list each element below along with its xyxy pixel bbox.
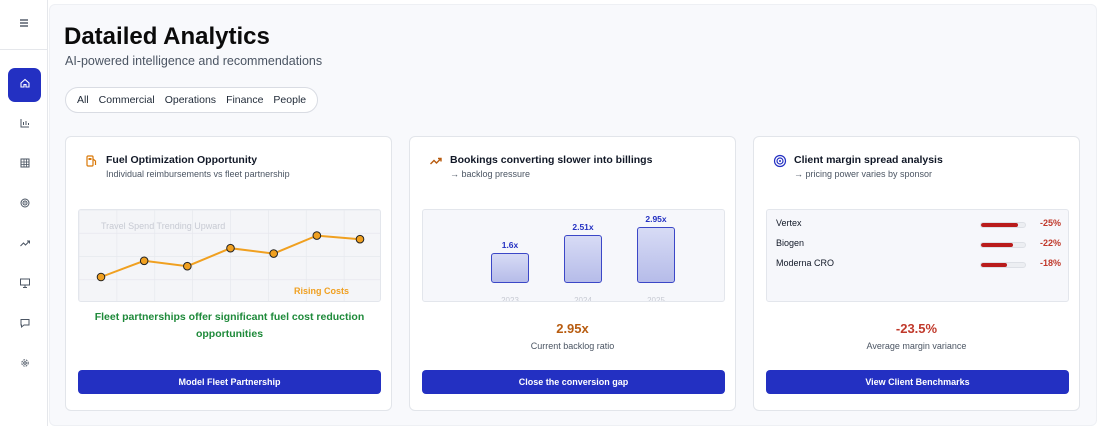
sidebar-item-home[interactable] — [8, 68, 41, 102]
bar-2024 — [564, 235, 602, 283]
backlog-bar-chart: 1.6x 2023 2.51x 2024 2.95x 2025 — [422, 209, 725, 302]
client-name: Moderna CRO — [776, 258, 835, 268]
travel-spend-chart: Travel Spend Trending Upward Rising Cost… — [78, 209, 381, 302]
settings-icon — [19, 356, 31, 374]
client-margin-card: Client margin spread analysis → pricing … — [753, 136, 1080, 411]
sidebar-header — [0, 0, 47, 50]
margin-value: -18% — [1039, 258, 1061, 268]
card-title: Fuel Optimization Opportunity — [106, 154, 258, 166]
data-point — [139, 256, 149, 266]
presentation-icon — [19, 276, 31, 294]
card-subtitle: Individual reimbursements vs fleet partn… — [106, 169, 290, 179]
card-title: Client margin spread analysis — [794, 154, 943, 166]
data-point — [355, 234, 365, 244]
rising-costs-label: Rising Costs — [294, 286, 349, 296]
backlog-ratio-label: Current backlog ratio — [530, 341, 615, 351]
filter-commercial[interactable]: Commercial — [98, 94, 155, 106]
margin-bar-fill — [981, 263, 1008, 267]
bar-year-label: 2025 — [647, 296, 665, 302]
sidebar-item-analytics[interactable] — [8, 108, 41, 142]
data-point — [269, 249, 278, 258]
filter-tabs: All Commercial Operations Finance People — [65, 87, 319, 113]
bar-chart-icon — [19, 116, 31, 134]
margin-bar-track — [980, 242, 1026, 248]
bar-value-label: 2.51x — [572, 222, 594, 233]
sidebar-item-trends[interactable] — [8, 228, 41, 262]
fuel-optimization-card: Fuel Optimization Opportunity Individual… — [65, 136, 392, 411]
backlog-ratio-value: 2.95x — [556, 321, 589, 336]
view-client-benchmarks-button[interactable]: View Client Benchmarks — [766, 370, 1069, 394]
margin-bar-track — [980, 262, 1026, 268]
margin-variance-value: -23.5% — [895, 321, 938, 336]
insight-text: Fleet partnerships offer significant fue… — [94, 311, 365, 340]
filter-finance[interactable]: Finance — [226, 94, 264, 106]
message-icon — [19, 316, 31, 334]
bar-year-label: 2023 — [501, 296, 519, 302]
chart-title: Travel Spend Trending Upward — [101, 221, 225, 231]
client-row-vertex: Vertex -25% — [776, 218, 1061, 232]
bar-value-label: 2.95x — [645, 214, 667, 224]
close-conversion-gap-button[interactable]: Close the conversion gap — [422, 370, 725, 394]
client-name: Biogen — [776, 238, 805, 248]
sidebar — [0, 0, 48, 426]
data-point — [312, 231, 322, 240]
filter-all[interactable]: All — [77, 94, 89, 106]
bar-2025 — [637, 227, 675, 283]
sidebar-item-target[interactable] — [8, 188, 41, 222]
model-fleet-partnership-button[interactable]: Model Fleet Partnership — [78, 370, 381, 394]
sidebar-item-settings[interactable] — [8, 348, 41, 382]
bar-2023 — [491, 252, 529, 283]
sidebar-item-messages[interactable] — [8, 308, 41, 342]
target-icon — [19, 196, 31, 214]
grid-icon — [19, 156, 31, 174]
client-margin-list: Vertex -25% Biogen -22% Moderna CRO -18% — [766, 209, 1069, 302]
filter-people[interactable]: People — [273, 94, 307, 106]
margin-value: -22% — [1039, 238, 1061, 248]
margin-bar-fill — [981, 223, 1018, 227]
card-header: Fuel Optimization Opportunity Individual… — [83, 154, 290, 179]
page-title: Datailed Analytics — [64, 23, 270, 50]
bar-year-label: 2024 — [574, 296, 592, 302]
margin-bar-fill — [981, 243, 1014, 247]
target-icon — [771, 154, 789, 172]
data-point — [96, 272, 106, 282]
page-subtitle: AI-powered intelligence and recommendati… — [65, 54, 323, 68]
filter-operations[interactable]: Operations — [164, 94, 217, 106]
card-title: Bookings converting slower into billings — [450, 154, 653, 166]
data-point — [226, 243, 235, 253]
margin-bar-track — [980, 222, 1026, 228]
sidebar-item-grid[interactable] — [8, 148, 41, 182]
card-subtitle: → pricing power varies by sponsor — [794, 169, 933, 179]
home-icon — [19, 76, 31, 94]
card-subtitle: → backlog pressure — [450, 169, 531, 179]
margin-value: -25% — [1039, 218, 1061, 228]
data-point — [183, 261, 192, 271]
card-header: Client margin spread analysis → pricing … — [771, 154, 943, 179]
fuel-pump-icon — [83, 154, 101, 172]
sidebar-item-presentation[interactable] — [8, 268, 41, 302]
main-content: Datailed Analytics AI-powered intelligen… — [49, 4, 1097, 426]
trending-up-icon — [427, 154, 445, 172]
margin-variance-label: Average margin variance — [866, 341, 967, 351]
trending-up-icon — [19, 236, 31, 254]
menu-icon[interactable] — [18, 16, 30, 34]
line-chart-svg: Travel Spend Trending Upward Rising Cost… — [79, 210, 380, 301]
client-row-moderna-cro: Moderna CRO -18% — [776, 258, 1061, 272]
bookings-card: Bookings converting slower into billings… — [409, 136, 736, 411]
client-name: Vertex — [776, 218, 802, 228]
client-row-biogen: Biogen -22% — [776, 238, 1061, 252]
bar-value-label: 1.6x — [501, 239, 519, 250]
card-header: Bookings converting slower into billings… — [427, 154, 652, 179]
